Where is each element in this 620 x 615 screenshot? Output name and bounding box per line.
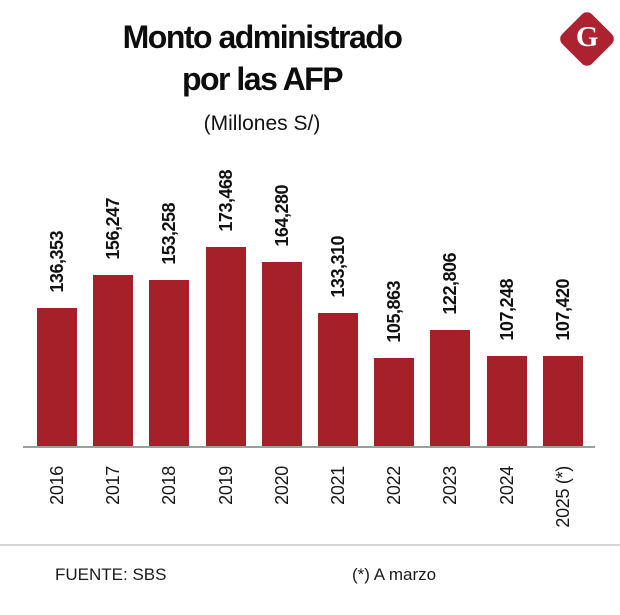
bar <box>93 275 133 446</box>
bar <box>374 358 414 446</box>
x-tick-label-box: 2016 <box>27 466 87 546</box>
bar <box>149 280 189 446</box>
x-tick-label: 2017 <box>102 466 123 505</box>
bar-value-label-box: 107,248 <box>477 150 537 341</box>
bar-value-label: 122,806 <box>439 253 460 315</box>
bar-value-label-box: 153,258 <box>139 150 199 265</box>
bar-value-label: 156,247 <box>102 198 123 260</box>
x-tick-label: 2016 <box>46 466 67 505</box>
x-tick-label: 2023 <box>439 466 460 505</box>
x-tick-label: 2024 <box>496 466 517 505</box>
gestion-logo-icon: G <box>557 9 617 69</box>
bar-value-label: 173,468 <box>215 170 236 232</box>
x-tick-label-box: 2024 <box>477 466 537 546</box>
logo-letter: G <box>575 21 599 53</box>
bar <box>487 356 527 446</box>
title-line-2: por las AFP <box>181 61 344 97</box>
bar-value-label-box: 164,280 <box>252 150 312 247</box>
x-tick-label: 2022 <box>383 466 404 505</box>
x-tick-label-box: 2017 <box>83 466 143 546</box>
bar <box>543 356 583 446</box>
bar <box>206 247 246 446</box>
bar-value-label: 153,258 <box>158 203 179 265</box>
x-tick-label: 2019 <box>215 466 236 505</box>
footer-divider <box>0 544 620 546</box>
x-axis-line <box>23 446 595 448</box>
chart-subtitle: (Millones S/) <box>203 112 321 135</box>
bar-value-label-box: 133,310 <box>308 150 368 298</box>
x-tick-label-box: 2019 <box>196 466 256 546</box>
x-tick-label: 2021 <box>327 466 348 505</box>
bar-value-label-box: 136,353 <box>27 150 87 293</box>
bar-value-label: 105,863 <box>383 281 404 343</box>
x-tick-label: 2025 (*) <box>552 466 573 528</box>
bar-value-label: 164,280 <box>271 185 292 247</box>
page-title: Monto administrado por las AFP <box>0 16 524 100</box>
bar-value-label-box: 156,247 <box>83 150 143 260</box>
source-label: FUENTE: SBS <box>55 565 167 584</box>
x-tick-label-box: 2021 <box>308 466 368 546</box>
bar <box>318 313 358 446</box>
bar <box>262 262 302 446</box>
bar-value-label-box: 105,863 <box>364 150 424 343</box>
bar <box>37 308 77 446</box>
footnote-label: (*) A marzo <box>352 565 437 584</box>
bar-value-label: 133,310 <box>327 236 348 298</box>
x-tick-label: 2018 <box>158 466 179 505</box>
x-tick-label: 2020 <box>271 466 292 505</box>
bar-value-label-box: 173,468 <box>196 150 256 232</box>
x-tick-label-box: 2018 <box>139 466 199 546</box>
x-tick-label-box: 2022 <box>364 466 424 546</box>
bar-value-label: 107,248 <box>496 279 517 341</box>
bar-value-label: 136,353 <box>46 231 67 293</box>
bar <box>430 330 470 446</box>
x-tick-label-box: 2020 <box>252 466 312 546</box>
bar-value-label-box: 122,806 <box>420 150 480 315</box>
bar-chart: 136,353 2016 156,247 2017 153,258 2018 173,468… <box>0 150 620 550</box>
bar-value-label-box: 107,420 <box>533 150 593 341</box>
x-tick-label-box: 2025 (*) <box>533 466 593 546</box>
title-line-1: Monto administrado <box>122 19 403 55</box>
bar-value-label: 107,420 <box>552 279 573 341</box>
x-tick-label-box: 2023 <box>420 466 480 546</box>
